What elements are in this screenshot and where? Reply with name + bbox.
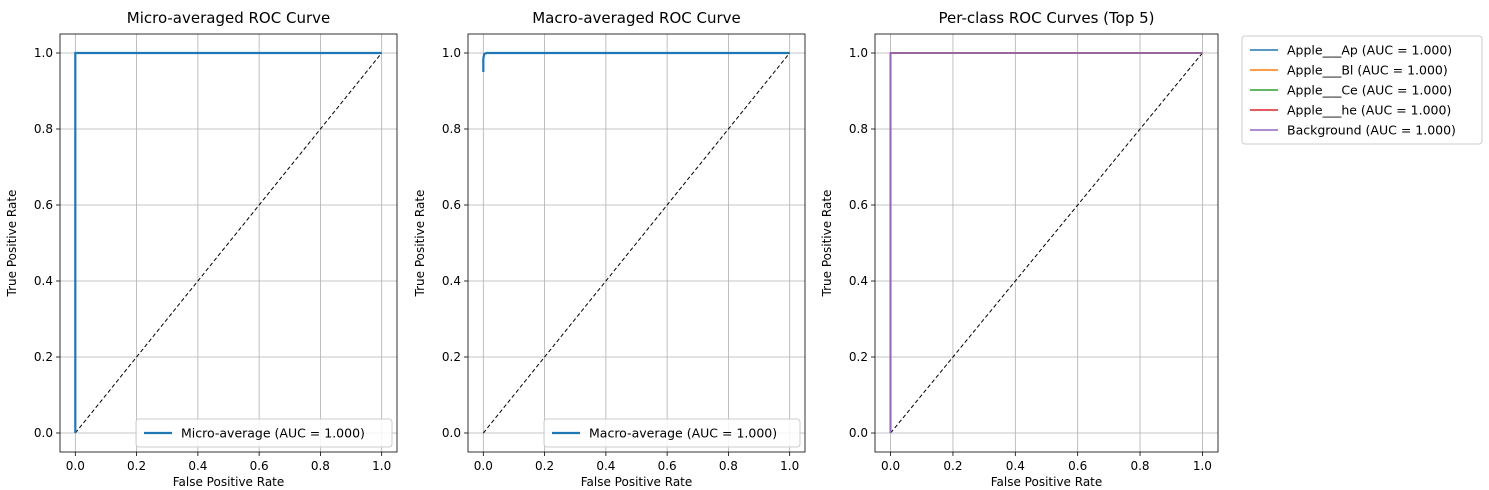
legend-box bbox=[135, 418, 393, 448]
panel-title: Per-class ROC Curves (Top 5) bbox=[939, 9, 1155, 27]
chance-diagonal-line bbox=[482, 52, 791, 434]
x-tick-label: 0.8 bbox=[719, 459, 738, 473]
legend: Macro-average (AUC = 1.000) bbox=[543, 418, 801, 448]
x-tick-label: 0.6 bbox=[1068, 459, 1087, 473]
legend-entry: Apple___Ap (AUC = 1.000) bbox=[1287, 43, 1452, 58]
grid bbox=[875, 34, 1218, 452]
legend-box bbox=[543, 418, 801, 448]
roc-series-line-1 bbox=[482, 51, 790, 72]
legend-entry: Apple___Ce (AUC = 1.000) bbox=[1287, 83, 1452, 98]
x-axis-label: False Positive Rate bbox=[581, 475, 693, 489]
y-tick-label: 0.4 bbox=[34, 274, 53, 288]
axes-frame bbox=[59, 33, 398, 453]
y-tick-label: 0.2 bbox=[442, 350, 461, 364]
x-tick-label: 1.0 bbox=[780, 459, 799, 473]
legend-entry: Micro-average (AUC = 1.000) bbox=[181, 426, 365, 441]
macro-roc-panel: Macro-averaged ROC Curve False Positive … bbox=[413, 9, 806, 489]
x-tick-label: 0.2 bbox=[535, 459, 554, 473]
x-tick-label: 0.4 bbox=[596, 459, 615, 473]
legend: Micro-average (AUC = 1.000) bbox=[135, 418, 393, 448]
legend: Apple___Ap (AUC = 1.000) Apple___Bl (AUC … bbox=[1241, 35, 1483, 145]
y-tick-label: 0.2 bbox=[849, 350, 868, 364]
x-tick-label: 0.2 bbox=[127, 459, 146, 473]
micro-roc-panel: Micro-averaged ROC Curve False Positive … bbox=[5, 9, 398, 489]
y-tick-label: 0.6 bbox=[849, 198, 868, 212]
x-tick-label: 0.6 bbox=[250, 459, 269, 473]
legend-entry: Apple___Bl (AUC = 1.000) bbox=[1287, 63, 1448, 78]
x-tick-label: 0.0 bbox=[474, 459, 493, 473]
y-tick-label: 0.0 bbox=[34, 426, 53, 440]
y-axis-label: True Positive Rate bbox=[413, 190, 427, 298]
y-tick-label: 0.2 bbox=[34, 350, 53, 364]
axes-frame bbox=[874, 33, 1219, 453]
legend-entry: Apple___he (AUC = 1.000) bbox=[1287, 103, 1451, 118]
chance-diagonal-line bbox=[74, 52, 383, 434]
y-tick-label: 0.8 bbox=[34, 122, 53, 136]
x-axis-label: False Positive Rate bbox=[173, 475, 285, 489]
legend-entry: Background (AUC = 1.000) bbox=[1287, 123, 1456, 138]
y-tick-label: 1.0 bbox=[442, 46, 461, 60]
per-class-roc-panel: Per-class ROC Curves (Top 5) False Posit… bbox=[820, 9, 1483, 489]
axes-frame bbox=[467, 33, 806, 453]
panel-title: Macro-averaged ROC Curve bbox=[532, 9, 741, 27]
y-tick-label: 0.6 bbox=[34, 198, 53, 212]
y-tick-label: 0.8 bbox=[442, 122, 461, 136]
x-tick-label: 0.2 bbox=[943, 459, 962, 473]
x-tick-label: 0.4 bbox=[188, 459, 207, 473]
y-axis-label: True Positive Rate bbox=[5, 190, 19, 298]
y-tick-label: 0.4 bbox=[442, 274, 461, 288]
y-tick-label: 0.8 bbox=[849, 122, 868, 136]
y-tick-label: 0.6 bbox=[442, 198, 461, 212]
x-tick-label: 0.6 bbox=[658, 459, 677, 473]
x-tick-label: 0.8 bbox=[311, 459, 330, 473]
y-tick-label: 0.4 bbox=[849, 274, 868, 288]
y-axis-label: True Positive Rate bbox=[820, 190, 834, 298]
y-tick-label: 0.0 bbox=[849, 426, 868, 440]
panel-title: Micro-averaged ROC Curve bbox=[127, 9, 330, 27]
x-tick-label: 1.0 bbox=[372, 459, 391, 473]
x-axis-label: False Positive Rate bbox=[991, 475, 1103, 489]
x-tick-label: 0.4 bbox=[1006, 459, 1025, 473]
x-tick-label: 0.0 bbox=[881, 459, 900, 473]
y-tick-label: 1.0 bbox=[849, 46, 868, 60]
chance-diagonal-line bbox=[890, 52, 1203, 434]
legend-box bbox=[1241, 35, 1483, 145]
y-tick-label: 1.0 bbox=[34, 46, 53, 60]
roc-series-line-1 bbox=[74, 51, 382, 433]
x-tick-label: 0.0 bbox=[66, 459, 85, 473]
grid bbox=[468, 34, 805, 452]
x-tick-label: 0.8 bbox=[1130, 459, 1149, 473]
y-tick-label: 0.0 bbox=[442, 426, 461, 440]
x-tick-label: 1.0 bbox=[1193, 459, 1212, 473]
legend-entry: Macro-average (AUC = 1.000) bbox=[589, 426, 777, 441]
roc-series-line-5 bbox=[889, 52, 1203, 433]
